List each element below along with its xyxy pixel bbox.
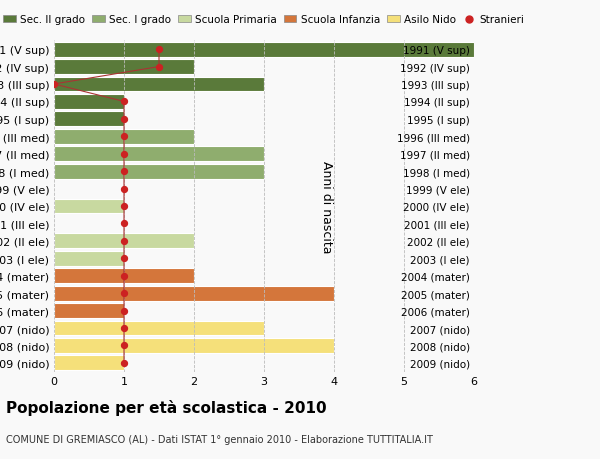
Bar [54, 164, 264, 179]
Point [119, 255, 129, 263]
Bar [54, 112, 124, 127]
Bar [54, 234, 194, 249]
Point [49, 81, 59, 89]
Point [119, 273, 129, 280]
Bar [54, 303, 124, 318]
Point [119, 238, 129, 245]
Bar [54, 43, 474, 57]
Point [119, 325, 129, 332]
Bar [54, 356, 124, 370]
Point [119, 203, 129, 210]
Point [119, 220, 129, 228]
Point [119, 168, 129, 175]
Bar [54, 269, 194, 284]
Point [119, 307, 129, 314]
Bar [54, 321, 264, 336]
Bar [54, 338, 334, 353]
Point [119, 359, 129, 367]
Legend: Sec. II grado, Sec. I grado, Scuola Primaria, Scuola Infanzia, Asilo Nido, Stran: Sec. II grado, Sec. I grado, Scuola Prim… [0, 11, 529, 29]
Bar [54, 95, 124, 110]
Point [154, 46, 164, 54]
Bar [54, 199, 124, 214]
Point [119, 290, 129, 297]
Bar [54, 286, 334, 301]
Text: Popolazione per età scolastica - 2010: Popolazione per età scolastica - 2010 [6, 399, 326, 415]
Point [119, 151, 129, 158]
Point [119, 342, 129, 349]
Y-axis label: Anni di nascita: Anni di nascita [320, 160, 334, 253]
Point [119, 133, 129, 140]
Bar [54, 60, 194, 75]
Point [119, 99, 129, 106]
Text: COMUNE DI GREMIASCO (AL) - Dati ISTAT 1° gennaio 2010 - Elaborazione TUTTITALIA.: COMUNE DI GREMIASCO (AL) - Dati ISTAT 1°… [6, 434, 433, 444]
Point [154, 64, 164, 71]
Bar [54, 147, 264, 162]
Bar [54, 78, 264, 92]
Point [119, 116, 129, 123]
Bar [54, 129, 194, 145]
Bar [54, 252, 124, 266]
Point [119, 185, 129, 193]
